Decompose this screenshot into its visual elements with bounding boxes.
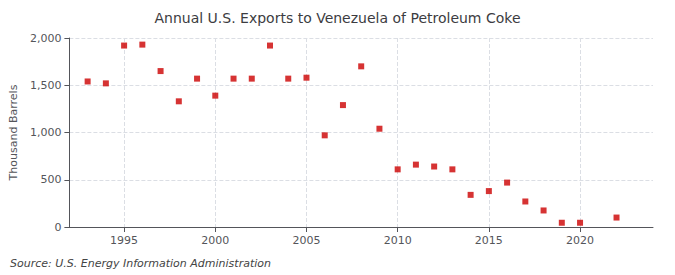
svg-text:Annual U.S. Exports to Venezue: Annual U.S. Exports to Venezuela of Petr… xyxy=(154,10,520,26)
svg-text:Thousand Barrels: Thousand Barrels xyxy=(7,84,20,181)
svg-text:2010: 2010 xyxy=(384,234,412,247)
svg-text:0: 0 xyxy=(54,221,61,234)
svg-text:1995: 1995 xyxy=(110,234,138,247)
svg-text:Source: U.S. Energy Informatio: Source: U.S. Energy Information Administ… xyxy=(10,257,271,270)
svg-text:500: 500 xyxy=(40,173,61,186)
svg-text:1,000: 1,000 xyxy=(30,126,62,139)
svg-text:2,000: 2,000 xyxy=(30,32,62,45)
svg-text:2005: 2005 xyxy=(292,234,320,247)
svg-text:2015: 2015 xyxy=(475,234,503,247)
svg-text:1,500: 1,500 xyxy=(30,79,62,92)
svg-text:2000: 2000 xyxy=(201,234,229,247)
svg-text:2020: 2020 xyxy=(566,234,594,247)
